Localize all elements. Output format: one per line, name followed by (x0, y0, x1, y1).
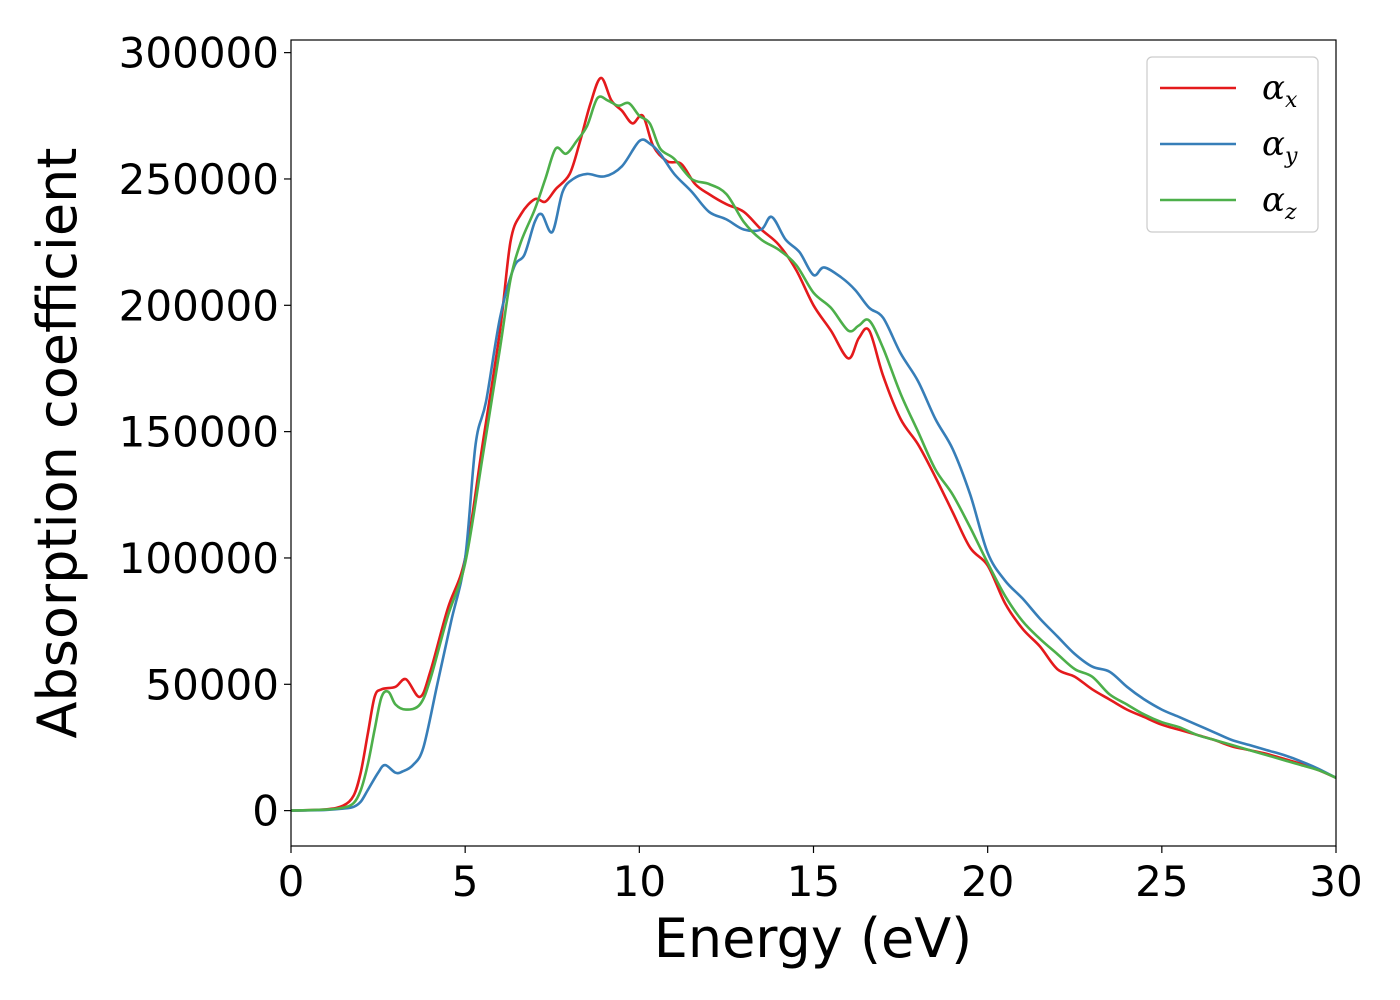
x-tick-label: 15 (787, 857, 840, 906)
y-tick-label: 300000 (119, 29, 279, 78)
y-tick-label: 200000 (119, 281, 279, 330)
x-tick-label: 25 (1135, 857, 1188, 906)
x-axis-title: Energy (eV) (654, 907, 973, 970)
x-tick-label: 30 (1309, 857, 1362, 906)
x-tick-label: 5 (452, 857, 479, 906)
x-tick-label: 20 (961, 857, 1014, 906)
x-tick-label: 0 (278, 857, 305, 906)
series-layer (291, 76, 1336, 812)
y-tick-label: 250000 (119, 155, 279, 204)
series-line-y (291, 138, 1336, 812)
y-axis: 0 50000 100000 150000 200000 250000 300000 (119, 29, 291, 836)
y-axis-title: Absorption coefficient (26, 148, 89, 739)
y-tick-label: 150000 (119, 408, 279, 457)
y-tick-label: 50000 (145, 660, 279, 709)
x-tick-label: 10 (613, 857, 666, 906)
series-line-z (291, 95, 1336, 812)
y-tick-label: 0 (252, 787, 279, 836)
x-axis: 0 5 10 15 20 25 30 (278, 846, 1363, 906)
y-tick-label: 100000 (119, 534, 279, 583)
